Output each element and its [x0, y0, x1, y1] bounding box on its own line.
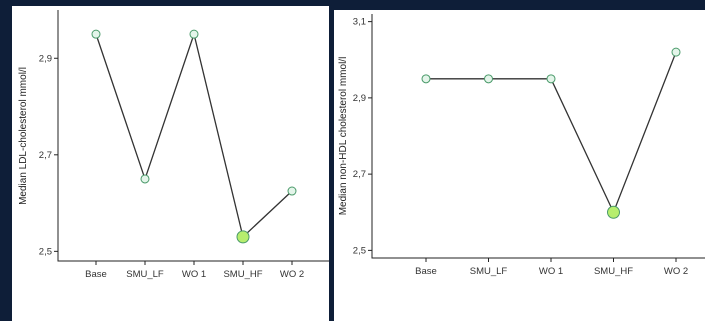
data-point [607, 205, 620, 219]
x-tick-label: Base [85, 269, 107, 280]
x-tick-label: SMU_HF [594, 266, 633, 277]
x-tick-label: WO 1 [539, 266, 563, 277]
y-tick-label: 2,5 [39, 246, 52, 257]
x-tick-label: WO 1 [182, 269, 206, 280]
non-hdl-chart: Median non-HDL cholesterol mmol/l 2,5 2,7… [338, 14, 705, 277]
data-point [421, 74, 431, 84]
series-line [95, 31, 293, 239]
data-point [140, 174, 150, 184]
x-tick-label: SMU_LF [126, 269, 164, 280]
y-tick-label: 2,9 [39, 53, 52, 64]
x-tick-label: WO 2 [664, 266, 688, 277]
axes [371, 14, 705, 259]
data-point [189, 29, 199, 39]
data-point [287, 186, 297, 196]
data-point [546, 74, 556, 84]
y-axis-label: Median LDL-cholesterol mmol/l [18, 67, 29, 205]
ldl-chart-panel: Median LDL-cholesterol mmol/l 2,5 2,7 2,9 B… [12, 6, 329, 321]
x-tick-label: Base [415, 266, 437, 277]
y-tick-label: 3,1 [353, 17, 366, 28]
y-tick-label: 2,9 [353, 93, 366, 104]
y-tick-label: 2,5 [353, 245, 366, 256]
y-tick-label: 2,7 [353, 169, 366, 180]
ldl-chart: Median LDL-cholesterol mmol/l 2,5 2,7 2,9 B… [18, 10, 329, 280]
data-point [671, 47, 681, 57]
x-tick-label: SMU_HF [223, 269, 262, 280]
x-tick-label: SMU_LF [470, 266, 508, 277]
x-tick-label: WO 2 [280, 269, 304, 280]
data-point [91, 29, 101, 39]
non-hdl-chart-panel: Median non-HDL cholesterol mmol/l 2,5 2,7… [334, 10, 705, 321]
axes [57, 10, 329, 262]
y-axis-label: Median non-HDL cholesterol mmol/l [338, 57, 349, 216]
data-point [236, 230, 250, 244]
data-point [484, 74, 493, 84]
y-tick-label: 2,7 [39, 150, 52, 161]
